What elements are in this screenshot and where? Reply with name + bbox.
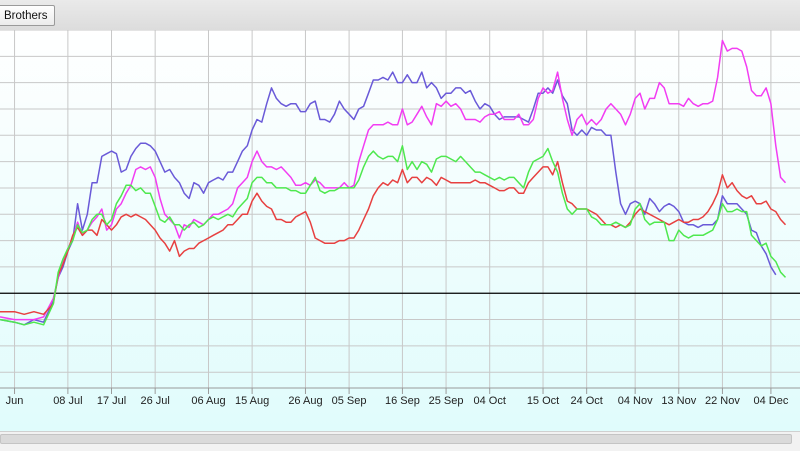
x-tick-label: 17 Jul — [97, 395, 126, 407]
x-axis: Jun 08 Jul 17 Jul 26 Jul 06 Aug 15 Aug 26 Aug 0… — [0, 387, 800, 407]
x-tick-label: 04 Dec — [753, 395, 788, 407]
x-tick-label: 25 Sep — [429, 395, 464, 407]
x-tick-label: 15 Oct — [527, 395, 559, 407]
x-tick-label: 13 Nov — [661, 395, 696, 407]
horizontal-scrollbar[interactable] — [0, 431, 800, 451]
series-line-2 — [0, 39, 787, 321]
scrollbar-thumb[interactable] — [0, 434, 792, 444]
series-line-4 — [0, 145, 787, 326]
x-tick-label: 26 Aug — [288, 395, 322, 407]
toolbar: Brothers — [0, 0, 800, 31]
x-tick-label: 24 Oct — [570, 395, 602, 407]
series-line-1 — [0, 71, 777, 326]
x-tick-label: 08 Jul — [53, 395, 82, 407]
x-tick-label: 16 Sep — [385, 395, 420, 407]
series-line-3 — [0, 160, 787, 316]
x-tick-label: 22 Nov — [705, 395, 740, 407]
line-chart: Jun 08 Jul 17 Jul 26 Jul 06 Aug 15 Aug 26 Aug 0… — [0, 30, 800, 431]
series-lines — [0, 39, 787, 326]
x-tick-label: 05 Sep — [332, 395, 367, 407]
x-tick-label: 04 Nov — [618, 395, 653, 407]
x-tick-label: Jun — [6, 395, 24, 407]
brothers-button[interactable]: Brothers — [0, 5, 56, 26]
x-tick-label: 06 Aug — [191, 395, 225, 407]
x-tick-label: 04 Oct — [473, 395, 505, 407]
x-tick-label: 15 Aug — [235, 395, 269, 407]
x-tick-label: 26 Jul — [140, 395, 169, 407]
